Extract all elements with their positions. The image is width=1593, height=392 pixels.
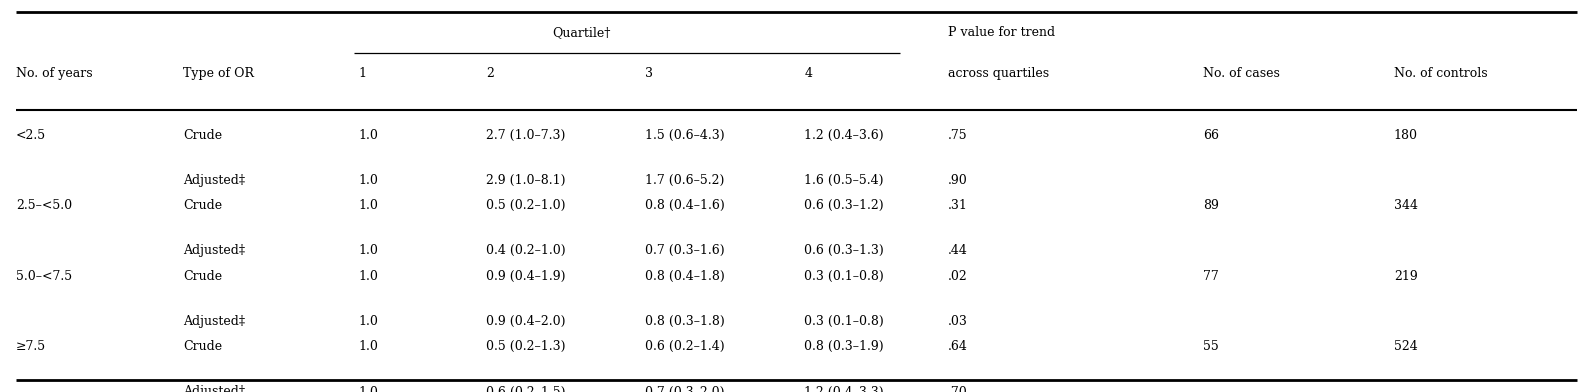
Text: ≥7.5: ≥7.5	[16, 340, 46, 354]
Text: 0.3 (0.1–0.8): 0.3 (0.1–0.8)	[804, 315, 884, 328]
Text: 0.6 (0.2–1.5): 0.6 (0.2–1.5)	[486, 385, 566, 392]
Text: Crude: Crude	[183, 129, 223, 142]
Text: 180: 180	[1394, 129, 1418, 142]
Text: Type of OR: Type of OR	[183, 67, 255, 80]
Text: 1.0: 1.0	[358, 244, 378, 258]
Text: No. of controls: No. of controls	[1394, 67, 1488, 80]
Text: 1.2 (0.4–3.6): 1.2 (0.4–3.6)	[804, 129, 884, 142]
Text: 0.7 (0.3–1.6): 0.7 (0.3–1.6)	[645, 244, 725, 258]
Text: 0.8 (0.4–1.6): 0.8 (0.4–1.6)	[645, 199, 725, 212]
Text: 1.0: 1.0	[358, 340, 378, 354]
Text: 66: 66	[1203, 129, 1219, 142]
Text: 0.9 (0.4–1.9): 0.9 (0.4–1.9)	[486, 270, 566, 283]
Text: .90: .90	[948, 174, 967, 187]
Text: Adjusted‡: Adjusted‡	[183, 315, 245, 328]
Text: 0.5 (0.2–1.3): 0.5 (0.2–1.3)	[486, 340, 566, 354]
Text: 3: 3	[645, 67, 653, 80]
Text: 0.8 (0.3–1.8): 0.8 (0.3–1.8)	[645, 315, 725, 328]
Text: <2.5: <2.5	[16, 129, 46, 142]
Text: .02: .02	[948, 270, 967, 283]
Text: 219: 219	[1394, 270, 1418, 283]
Text: 1.5 (0.6–4.3): 1.5 (0.6–4.3)	[645, 129, 725, 142]
Text: 1.0: 1.0	[358, 129, 378, 142]
Text: P value for trend: P value for trend	[948, 26, 1055, 39]
Text: 0.7 (0.3–2.0): 0.7 (0.3–2.0)	[645, 385, 725, 392]
Text: 0.9 (0.4–2.0): 0.9 (0.4–2.0)	[486, 315, 566, 328]
Text: 0.6 (0.3–1.3): 0.6 (0.3–1.3)	[804, 244, 884, 258]
Text: 2.7 (1.0–7.3): 2.7 (1.0–7.3)	[486, 129, 566, 142]
Text: 1.0: 1.0	[358, 270, 378, 283]
Text: 1: 1	[358, 67, 366, 80]
Text: 77: 77	[1203, 270, 1219, 283]
Text: 344: 344	[1394, 199, 1418, 212]
Text: .44: .44	[948, 244, 967, 258]
Text: 1.0: 1.0	[358, 385, 378, 392]
Text: Adjusted‡: Adjusted‡	[183, 385, 245, 392]
Text: 1.7 (0.6–5.2): 1.7 (0.6–5.2)	[645, 174, 725, 187]
Text: 89: 89	[1203, 199, 1219, 212]
Text: Crude: Crude	[183, 270, 223, 283]
Text: 5.0–<7.5: 5.0–<7.5	[16, 270, 72, 283]
Text: 1.0: 1.0	[358, 315, 378, 328]
Text: Crude: Crude	[183, 340, 223, 354]
Text: 0.8 (0.4–1.8): 0.8 (0.4–1.8)	[645, 270, 725, 283]
Text: .31: .31	[948, 199, 967, 212]
Text: No. of years: No. of years	[16, 67, 92, 80]
Text: 2.9 (1.0–8.1): 2.9 (1.0–8.1)	[486, 174, 566, 187]
Text: 1.6 (0.5–5.4): 1.6 (0.5–5.4)	[804, 174, 884, 187]
Text: Quartile†: Quartile†	[553, 26, 610, 39]
Text: .03: .03	[948, 315, 967, 328]
Text: 0.6 (0.2–1.4): 0.6 (0.2–1.4)	[645, 340, 725, 354]
Text: 1.0: 1.0	[358, 174, 378, 187]
Text: Adjusted‡: Adjusted‡	[183, 174, 245, 187]
Text: 1.0: 1.0	[358, 199, 378, 212]
Text: .64: .64	[948, 340, 967, 354]
Text: 55: 55	[1203, 340, 1219, 354]
Text: 2: 2	[486, 67, 494, 80]
Text: 524: 524	[1394, 340, 1418, 354]
Text: across quartiles: across quartiles	[948, 67, 1048, 80]
Text: 4: 4	[804, 67, 812, 80]
Text: 0.6 (0.3–1.2): 0.6 (0.3–1.2)	[804, 199, 884, 212]
Text: .70: .70	[948, 385, 967, 392]
Text: 2.5–<5.0: 2.5–<5.0	[16, 199, 72, 212]
Text: Crude: Crude	[183, 199, 223, 212]
Text: .75: .75	[948, 129, 967, 142]
Text: 0.3 (0.1–0.8): 0.3 (0.1–0.8)	[804, 270, 884, 283]
Text: No. of cases: No. of cases	[1203, 67, 1279, 80]
Text: 0.8 (0.3–1.9): 0.8 (0.3–1.9)	[804, 340, 884, 354]
Text: Adjusted‡: Adjusted‡	[183, 244, 245, 258]
Text: 1.2 (0.4–3.3): 1.2 (0.4–3.3)	[804, 385, 884, 392]
Text: 0.4 (0.2–1.0): 0.4 (0.2–1.0)	[486, 244, 566, 258]
Text: 0.5 (0.2–1.0): 0.5 (0.2–1.0)	[486, 199, 566, 212]
